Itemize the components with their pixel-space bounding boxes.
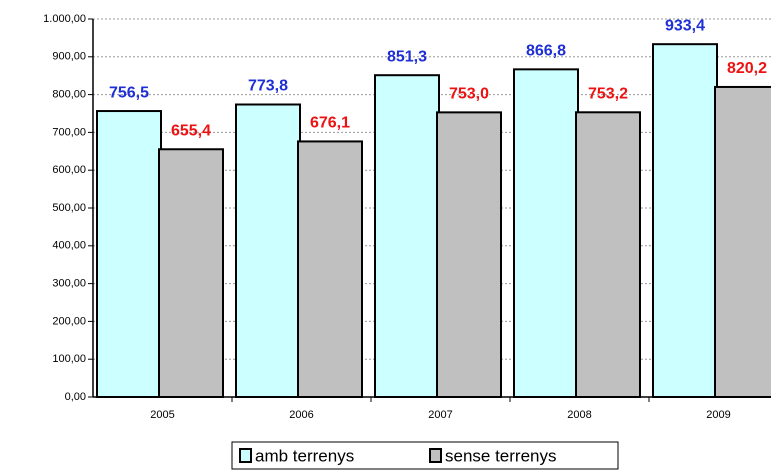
- value-label: 676,1: [310, 115, 350, 132]
- x-tick-label: 2007: [428, 409, 452, 421]
- y-tick-label: 700,00: [52, 126, 86, 138]
- y-tick-label: 1.000,00: [43, 13, 86, 25]
- x-tick-label: 2009: [706, 409, 730, 421]
- y-tick-label: 900,00: [52, 51, 86, 63]
- value-label: 851,3: [387, 48, 427, 65]
- value-label: 773,8: [248, 78, 288, 95]
- value-label: 756,5: [109, 84, 149, 101]
- value-label: 753,0: [449, 86, 489, 103]
- bar: [652, 43, 718, 398]
- y-tick-label: 300,00: [52, 278, 86, 290]
- value-label: 655,4: [171, 122, 211, 139]
- y-tick-label: 400,00: [52, 240, 86, 252]
- x-tick-label: 2005: [150, 409, 174, 421]
- x-tick-label: 2008: [567, 409, 591, 421]
- bar: [436, 111, 502, 398]
- value-label: 933,4: [665, 17, 705, 34]
- legend-label: sense terrenys: [445, 446, 557, 465]
- bar: [714, 85, 771, 399]
- y-tick-label: 600,00: [52, 164, 86, 176]
- y-tick-label: 200,00: [52, 315, 86, 327]
- bar: [235, 103, 301, 398]
- y-tick-label: 800,00: [52, 89, 86, 101]
- bar: [575, 111, 641, 398]
- bar: [96, 110, 162, 398]
- value-label: 820,2: [727, 60, 767, 77]
- bar: [158, 148, 224, 398]
- legend-swatch: [429, 448, 442, 463]
- y-tick-label: 0,00: [65, 391, 86, 403]
- value-label: 866,8: [526, 43, 566, 60]
- y-tick-label: 500,00: [52, 202, 86, 214]
- legend-box: [231, 441, 619, 470]
- bar: [374, 74, 440, 399]
- legend-label: amb terrenys: [255, 446, 354, 465]
- y-tick-label: 100,00: [52, 353, 86, 365]
- bar: [513, 68, 579, 398]
- value-label: 753,2: [588, 86, 628, 103]
- bar: [297, 140, 363, 398]
- legend-swatch: [239, 448, 252, 463]
- x-tick-label: 2006: [289, 409, 313, 421]
